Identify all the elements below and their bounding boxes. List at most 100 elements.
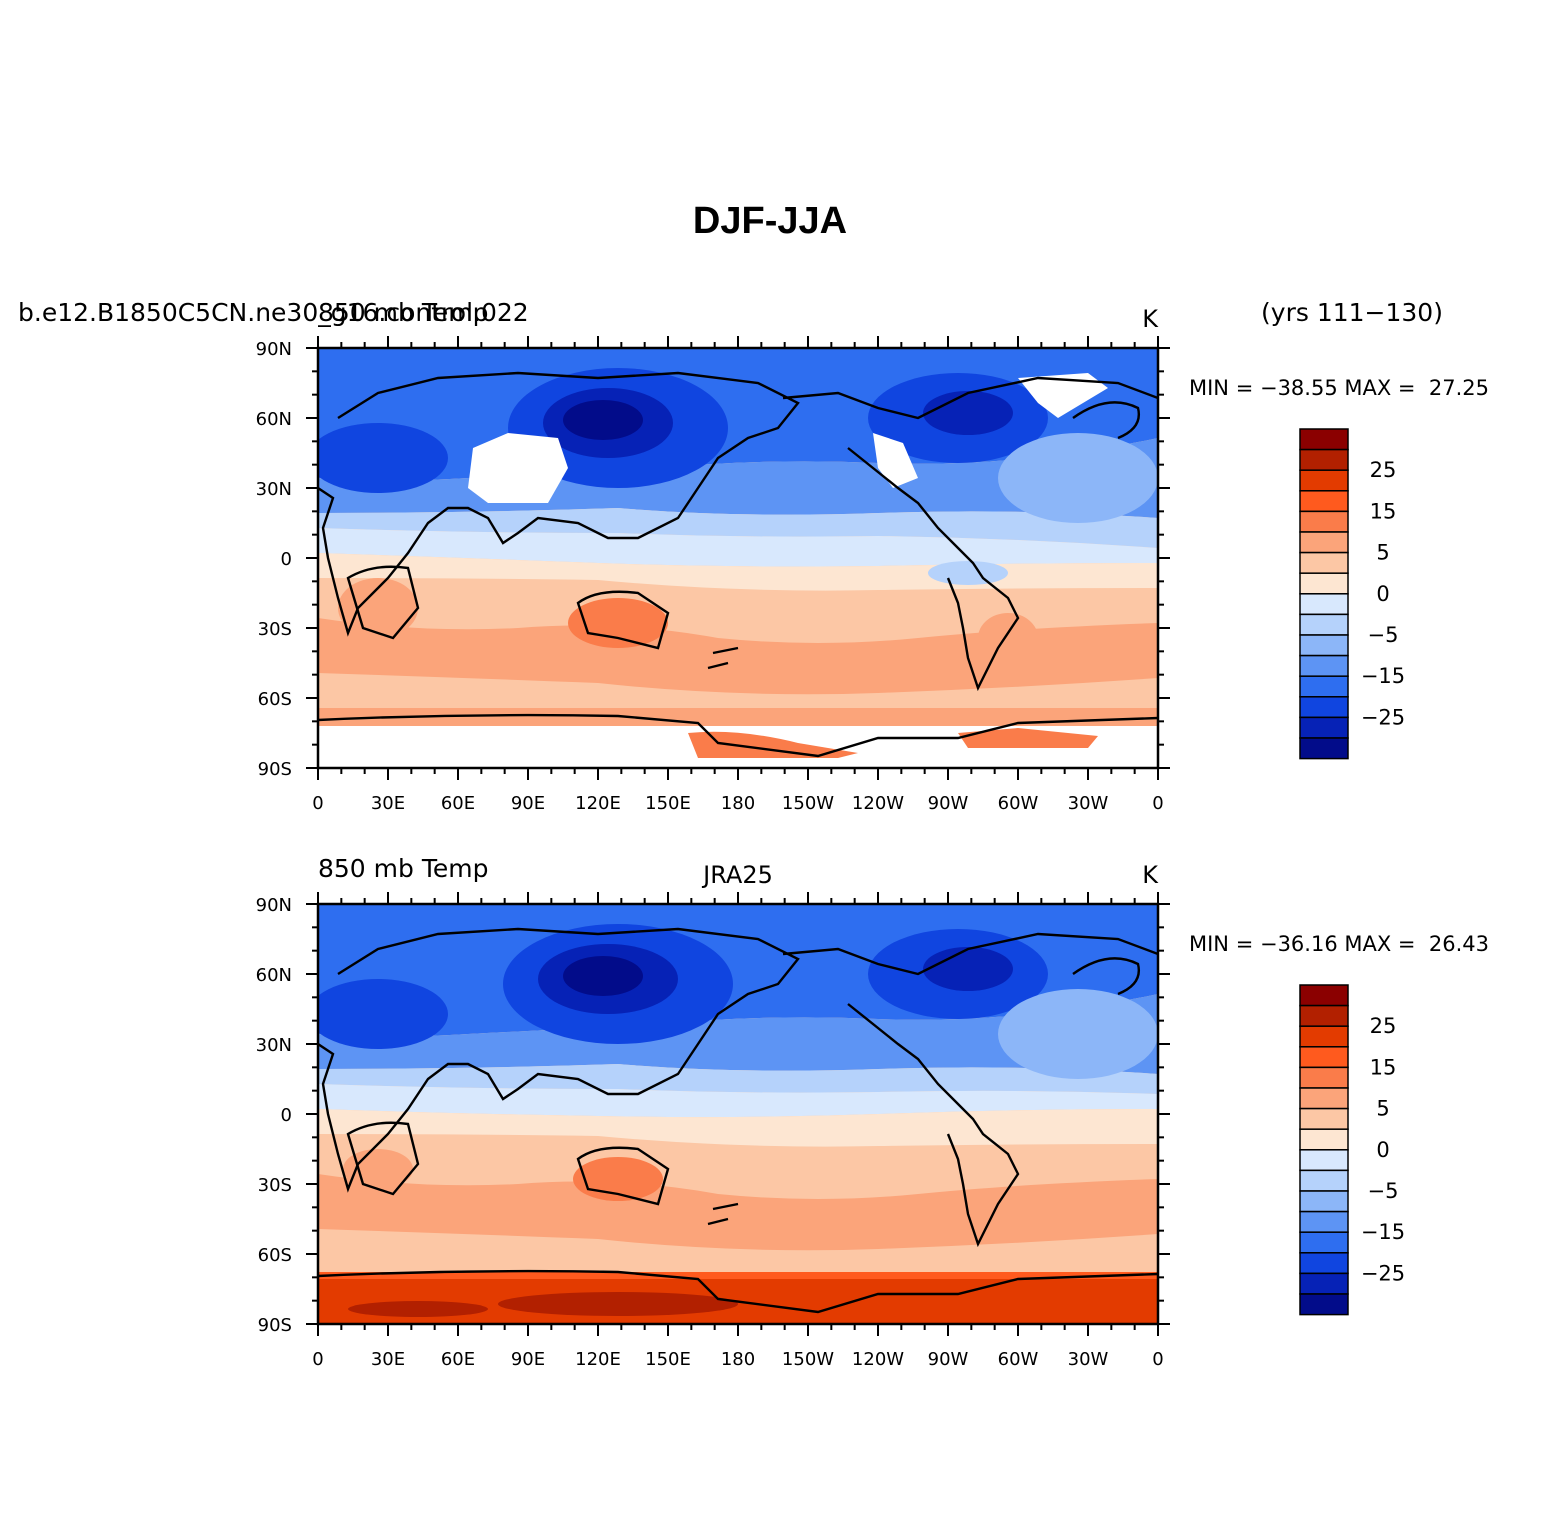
lon-tick-label: 30E — [371, 793, 405, 814]
colorbar-swatch — [1299, 1128, 1349, 1151]
panel-obs-lon-labels: 0 30E 60E 90E 120E 150E 180 150W 120W 90W 60W 30W 0 — [312, 1349, 1163, 1370]
colorbar-label: −15 — [1361, 1220, 1405, 1244]
lon-tick-label: 150E — [645, 793, 691, 814]
colorbar-swatch — [1299, 1190, 1349, 1213]
colorbar-label: −25 — [1361, 1261, 1405, 1285]
lon-tick-label: 0 — [1152, 793, 1163, 814]
lon-tick-label: 0 — [312, 793, 323, 814]
colorbar-swatch — [1299, 428, 1349, 451]
colorbar-label: 15 — [1370, 1055, 1397, 1079]
colorbar-swatch — [1299, 1272, 1349, 1295]
colorbar-label: −15 — [1361, 664, 1405, 688]
colorbar-label: 0 — [1376, 1138, 1389, 1162]
colorbar-swatch — [1299, 469, 1349, 492]
colorbar-swatch — [1299, 448, 1349, 471]
colorbar-swatch — [1299, 510, 1349, 533]
panel-obs-min-max: MIN = −36.16 MAX = 26.43 — [1189, 932, 1489, 956]
lat-tick-label: 30S — [258, 1175, 292, 1196]
colorbar-swatch — [1299, 1252, 1349, 1275]
colorbar-label: 5 — [1376, 1097, 1389, 1121]
lat-tick-label: 0 — [281, 549, 292, 570]
lon-tick-label: 150W — [782, 1349, 834, 1370]
colorbar-swatch — [1299, 1004, 1349, 1027]
lon-tick-label: 30W — [1068, 793, 1109, 814]
lon-tick-label: 120W — [852, 1349, 904, 1370]
colorbar-swatch — [1299, 593, 1349, 616]
lon-tick-label: 30E — [371, 1349, 405, 1370]
colorbar-swatch — [1299, 572, 1349, 595]
panel-model-min-max: MIN = −38.55 MAX = 27.25 — [1189, 376, 1489, 400]
lon-tick-label: 180 — [721, 1349, 755, 1370]
panel-model-left-title-overlay: 850 mb Temp — [318, 298, 488, 327]
lat-tick-label: 60S — [258, 689, 292, 710]
lon-tick-label: 150E — [645, 1349, 691, 1370]
colorbar-swatch — [1299, 1149, 1349, 1172]
lon-tick-label: 90W — [928, 793, 969, 814]
colorbar-label: −25 — [1361, 705, 1405, 729]
colorbar-label: 15 — [1370, 499, 1397, 523]
lon-tick-label: 60W — [998, 1349, 1039, 1370]
lat-tick-label: 90S — [258, 759, 292, 780]
panel-obs-center-title: JRA25 — [701, 861, 773, 889]
lon-tick-label: 90W — [928, 1349, 969, 1370]
colorbar-swatch — [1299, 634, 1349, 657]
lon-tick-label: 120E — [575, 793, 621, 814]
panel-model-map — [318, 348, 1158, 768]
lat-tick-label: 30N — [256, 1035, 292, 1056]
lat-tick-label: 60S — [258, 1245, 292, 1266]
lat-tick-label: 30N — [256, 479, 292, 500]
lat-tick-label: 60N — [256, 409, 292, 430]
colorbar-swatch — [1299, 737, 1349, 760]
panel-obs-left-title: 850 mb Temp — [318, 854, 488, 883]
colorbar-swatch — [1299, 1087, 1349, 1110]
colorbar-swatch — [1299, 1107, 1349, 1130]
colorbar-swatch — [1299, 654, 1349, 677]
panel-obs-map — [318, 904, 1158, 1324]
lon-tick-label: 90E — [511, 1349, 545, 1370]
colorbar-swatch — [1299, 1066, 1349, 1089]
colorbar-label: 25 — [1370, 1014, 1397, 1038]
lon-tick-label: 150W — [782, 793, 834, 814]
colorbar-swatch — [1299, 1046, 1349, 1069]
panel-model-right-title: (yrs 111−130) — [1261, 298, 1443, 327]
colorbar-label: 5 — [1376, 541, 1389, 565]
lat-tick-label: 0 — [281, 1105, 292, 1126]
panel-obs-units: K — [1142, 861, 1159, 889]
panel-model: b.e12.B1850C5CN.ne30_g16.control.022 850… — [18, 298, 1489, 814]
lon-tick-label: 0 — [312, 1349, 323, 1370]
panel-obs: 850 mb Temp JRA25 K — [256, 854, 1489, 1370]
panel-obs-ticks — [306, 892, 1170, 1336]
lat-tick-label: 60N — [256, 965, 292, 986]
lon-tick-label: 60E — [441, 1349, 475, 1370]
colorbar-swatch — [1299, 1231, 1349, 1254]
lat-tick-label: 30S — [258, 619, 292, 640]
colorbar-swatch — [1299, 716, 1349, 739]
colorbar-swatch — [1299, 613, 1349, 636]
panel-model-left-title: b.e12.B1850C5CN.ne30_g16.control.022 — [18, 298, 529, 327]
lon-tick-label: 60E — [441, 793, 475, 814]
lon-tick-label: 180 — [721, 793, 755, 814]
lon-tick-label: 30W — [1068, 1349, 1109, 1370]
colorbar-swatch — [1299, 1210, 1349, 1233]
colorbar-swatch — [1299, 696, 1349, 719]
panel-obs-lat-labels: 90N 60N 30N 0 30S 60S 90S — [256, 895, 292, 1336]
panel-model-colorbar: 25 15 5 0 −5 −15 −25 — [1299, 428, 1405, 760]
panel-model-lon-labels: 0 30E 60E 90E 120E 150E 180 150W 120W 90W 60W 30W 0 — [312, 793, 1163, 814]
colorbar-label: 0 — [1376, 582, 1389, 606]
lon-tick-label: 120E — [575, 1349, 621, 1370]
lon-tick-label: 60W — [998, 793, 1039, 814]
colorbar-swatch — [1299, 531, 1349, 554]
colorbar-swatch — [1299, 984, 1349, 1007]
colorbar-swatch — [1299, 1025, 1349, 1048]
lat-tick-label: 90S — [258, 1315, 292, 1336]
colorbar-swatch — [1299, 551, 1349, 574]
colorbar-label: 25 — [1370, 458, 1397, 482]
panel-obs-colorbar: 25 15 5 0 −5 −15 −25 — [1299, 984, 1405, 1316]
colorbar-label: −5 — [1368, 1179, 1399, 1203]
lon-tick-label: 120W — [852, 793, 904, 814]
colorbar-swatch — [1299, 1293, 1349, 1316]
lon-tick-label: 90E — [511, 793, 545, 814]
colorbar-swatch — [1299, 675, 1349, 698]
lat-tick-label: 90N — [256, 339, 292, 360]
